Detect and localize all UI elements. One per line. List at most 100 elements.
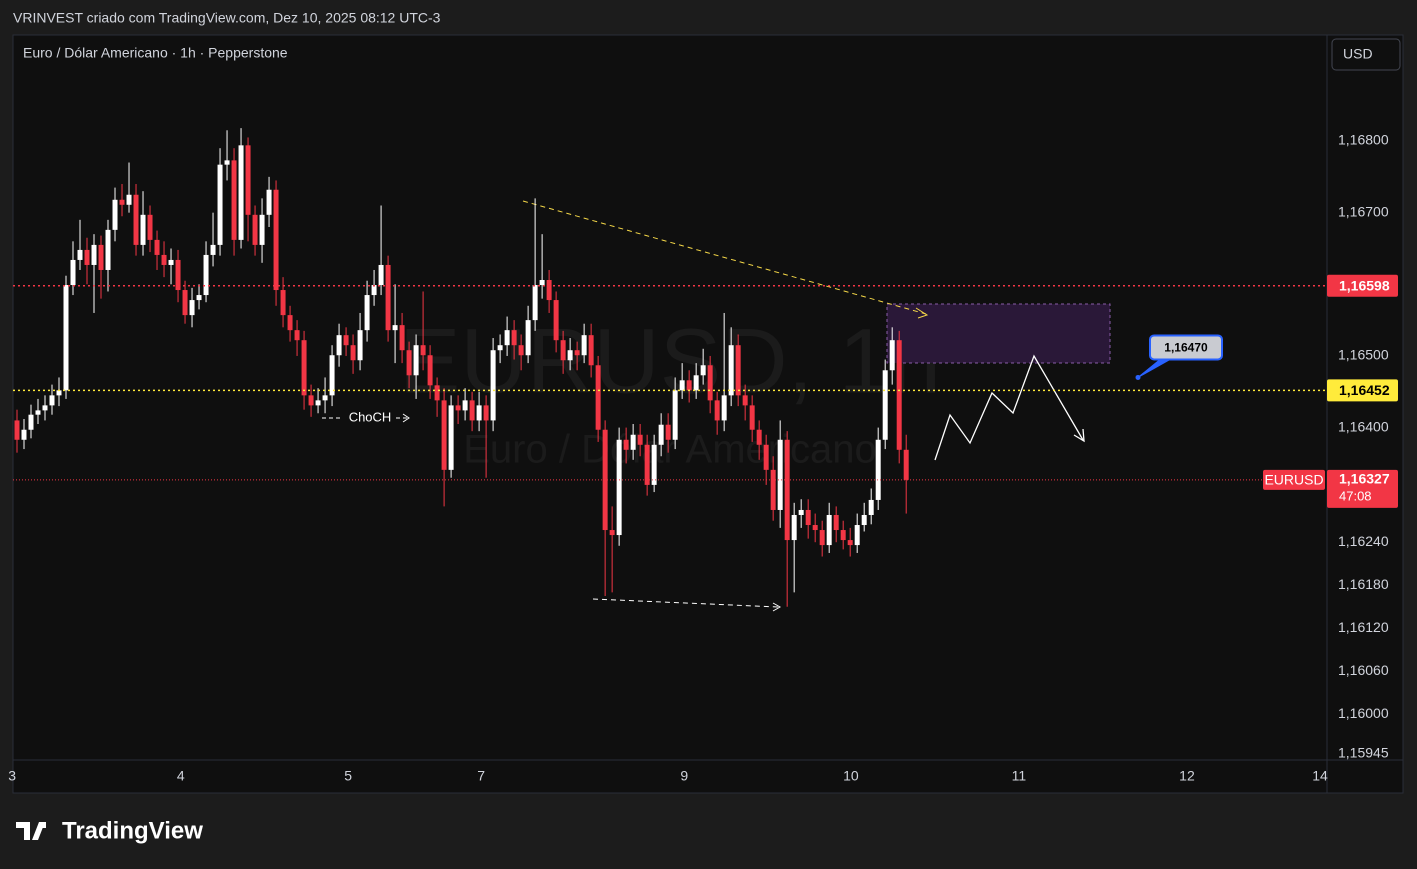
arrow-head (402, 413, 410, 423)
logo-mark (16, 822, 46, 840)
candle-body (616, 439, 622, 536)
x-tick-label: 11 (1012, 768, 1027, 784)
annotation: ChoCH (349, 409, 392, 424)
candle-body (770, 469, 776, 510)
candle-body (665, 424, 671, 440)
candle-body (630, 434, 636, 450)
candle-body (63, 285, 69, 391)
candle-body (784, 439, 790, 541)
callout-box (1149, 334, 1223, 361)
last-price-tag (1327, 469, 1398, 508)
countdown: 47:08 (1339, 488, 1372, 503)
candle-body (42, 405, 48, 411)
candle-body (420, 345, 426, 356)
symbol-title: Euro / Dólar Americano · 1h · Pepperston… (23, 45, 288, 61)
candle-body (637, 434, 643, 445)
x-tick-label: 7 (477, 768, 485, 784)
candle-body (343, 335, 349, 346)
candle-body (588, 335, 594, 366)
candle-body (721, 395, 727, 421)
candle-body (525, 320, 531, 356)
currency-button[interactable] (1331, 38, 1401, 71)
candle-body (91, 244, 97, 265)
candle-body (378, 264, 384, 286)
candle-body (84, 249, 90, 265)
candle-body (805, 509, 811, 526)
candle-body (553, 300, 559, 341)
candle-body (707, 365, 713, 401)
candle-body (49, 395, 55, 406)
candle-body (77, 249, 83, 260)
candle-body (364, 295, 370, 331)
callout-anchor (1135, 374, 1141, 380)
x-tick-label: 10 (843, 768, 859, 784)
candle-body (903, 449, 909, 480)
candle-body (644, 444, 650, 485)
candle-body (329, 355, 335, 396)
candle-body (623, 439, 629, 450)
candle-body (749, 405, 755, 430)
candle-body (812, 525, 818, 531)
candle-body (490, 350, 496, 421)
candle-body (315, 400, 321, 406)
candle-body (357, 330, 363, 361)
symbol-tag (1263, 469, 1325, 490)
chart-marks: 1,16800 1,16700 1,16500 1,16400 1,16240 1,161… (8, 128, 1398, 784)
candle-body (756, 429, 762, 445)
candle-body (896, 340, 902, 450)
candle-body (798, 509, 804, 515)
price-level-label: 1,16452 (1339, 382, 1390, 398)
arrow-head (772, 602, 782, 612)
candle-body (714, 400, 720, 421)
candle-body (98, 244, 104, 270)
candle-body (826, 514, 832, 546)
candle-body (560, 340, 566, 361)
y-tick-label: 1,16180 (1338, 576, 1389, 592)
candle-body (133, 194, 139, 245)
candle-body (301, 340, 307, 396)
candle-body (777, 439, 783, 510)
candle-body (105, 229, 111, 270)
x-tick-label: 12 (1179, 768, 1195, 784)
candle-body (518, 345, 524, 356)
callout-label: 1,16470 (1164, 341, 1208, 355)
price-level-label: 1,16598 (1339, 277, 1390, 293)
candle-body (203, 254, 209, 296)
candle-body (532, 285, 538, 321)
y-tick-label: 1,16700 (1338, 203, 1389, 219)
candle-body (511, 330, 517, 346)
arrow-head (1073, 428, 1085, 443)
candle-body (742, 395, 748, 406)
candle-body (875, 439, 881, 500)
candle-body (119, 199, 125, 205)
candle-body (504, 330, 510, 346)
candle-body (693, 375, 699, 391)
candle-body (322, 395, 328, 401)
candle-body (476, 405, 482, 421)
candle-body (672, 390, 678, 440)
candle-body (497, 345, 503, 351)
candle-body (868, 499, 874, 515)
x-tick-label: 14 (1312, 768, 1328, 784)
candle-body (112, 199, 118, 230)
candle-body (462, 400, 468, 411)
x-tick-label: 5 (344, 768, 352, 784)
candle-body (224, 160, 230, 165)
candle-body (539, 280, 545, 286)
candle-body (392, 325, 398, 331)
candle-body (819, 530, 825, 546)
candle-body (196, 295, 202, 301)
candle-body (448, 405, 454, 470)
trend-line (522, 200, 927, 315)
candle-body (252, 214, 258, 245)
low-line (592, 598, 779, 608)
y-tick-label: 1,16000 (1338, 705, 1389, 721)
brand: TradingView (62, 817, 203, 844)
candle-body (406, 350, 412, 376)
candle-body (231, 160, 237, 240)
candle-body (455, 405, 461, 411)
y-tick-label: 1,16800 (1338, 132, 1389, 148)
candle-body (385, 264, 391, 331)
arrow-head (915, 307, 929, 319)
